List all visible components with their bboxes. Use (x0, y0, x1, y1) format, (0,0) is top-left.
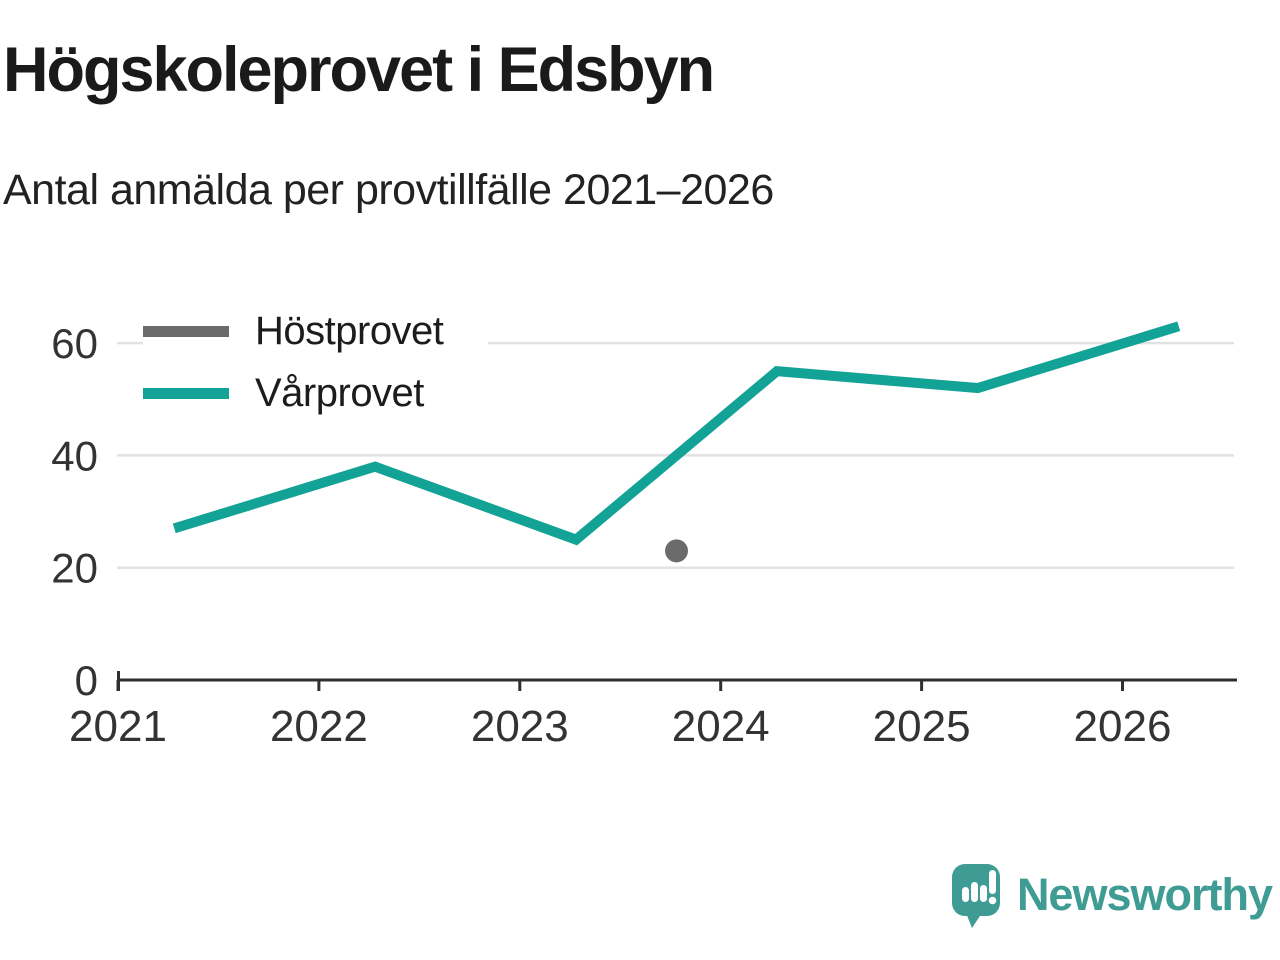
x-tick-label: 2025 (873, 702, 971, 751)
y-tick-label: 0 (75, 657, 98, 704)
legend-item-hostprovet: Höstprovet (143, 300, 488, 362)
newsworthy-brand: Newsworthy (944, 857, 1273, 932)
y-tick-label: 20 (51, 545, 98, 592)
x-tick-label: 2021 (69, 702, 167, 751)
legend-swatch-hostprovet (143, 325, 229, 337)
brand-name: Newsworthy (1016, 868, 1273, 920)
x-tick-label: 2026 (1074, 702, 1172, 751)
y-tick-label: 60 (51, 320, 98, 367)
series-line-vårprovet (172, 321, 1181, 546)
x-tick-label: 2023 (471, 702, 569, 751)
legend-item-varprovet: Vårprovet (143, 362, 488, 424)
axis-layer: 0 20 40 60 2021 2022 2023 2024 2025 2026 (51, 320, 1237, 751)
x-tick-label: 2022 (270, 702, 368, 751)
newsworthy-logo-icon (951, 864, 1000, 928)
data-point-höstprovet (665, 539, 689, 563)
page-title: Högskoleprovet i Edsbyn (3, 35, 715, 105)
legend-label: Vårprovet (255, 370, 424, 415)
legend-swatch-varprovet (143, 387, 229, 399)
y-tick-label: 40 (51, 432, 98, 479)
series-layer (172, 321, 1181, 563)
chart-legend: Höstprovet Vårprovet (143, 300, 488, 424)
page-subtitle: Antal anmälda per provtillfälle 2021–202… (3, 166, 774, 214)
x-tick-label: 2024 (672, 702, 770, 751)
legend-label: Höstprovet (255, 308, 444, 353)
